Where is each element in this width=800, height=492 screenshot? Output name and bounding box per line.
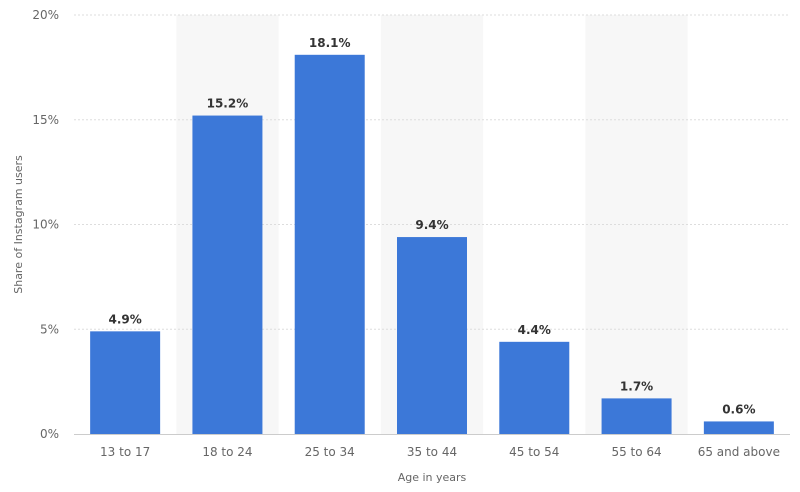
y-tick-label: 10%: [32, 218, 59, 232]
bar[interactable]: [601, 398, 672, 434]
value-labels: 4.9% 15.2% 18.1% 9.4% 4.4% 1.7% 0.6%: [109, 36, 756, 417]
value-label: 18.1%: [309, 36, 351, 50]
band-5: [585, 15, 688, 434]
bar[interactable]: [90, 331, 161, 434]
value-label: 0.6%: [722, 402, 755, 416]
x-tick-label: 35 to 44: [407, 445, 457, 459]
x-tick-label: 55 to 64: [611, 445, 661, 459]
x-tick-label: 65 and above: [698, 445, 780, 459]
x-tick-label: 45 to 54: [509, 445, 559, 459]
bar[interactable]: [294, 54, 365, 435]
y-tick-label: 20%: [32, 8, 59, 22]
bars: [90, 54, 774, 435]
y-axis-ticks: 0% 5% 10% 15% 20%: [32, 8, 59, 441]
x-axis-ticks: 13 to 17 18 to 24 25 to 34 35 to 44 45 to 54…: [100, 445, 780, 459]
value-label: 9.4%: [415, 218, 448, 232]
y-tick-label: 0%: [40, 427, 59, 441]
x-tick-label: 13 to 17: [100, 445, 150, 459]
value-label: 4.4%: [518, 323, 551, 337]
value-label: 4.9%: [109, 312, 142, 326]
x-tick-label: 18 to 24: [202, 445, 252, 459]
y-tick-label: 5%: [40, 322, 59, 336]
bar[interactable]: [703, 421, 774, 434]
bar[interactable]: [499, 341, 570, 434]
value-label: 1.7%: [620, 379, 653, 393]
x-tick-label: 25 to 34: [305, 445, 355, 459]
y-tick-label: 15%: [32, 113, 59, 127]
value-label: 15.2%: [207, 97, 249, 111]
bar[interactable]: [192, 115, 263, 434]
y-axis-title: Share of Instagram users: [12, 155, 25, 294]
bar[interactable]: [397, 237, 467, 434]
x-axis-title: Age in years: [398, 471, 467, 484]
